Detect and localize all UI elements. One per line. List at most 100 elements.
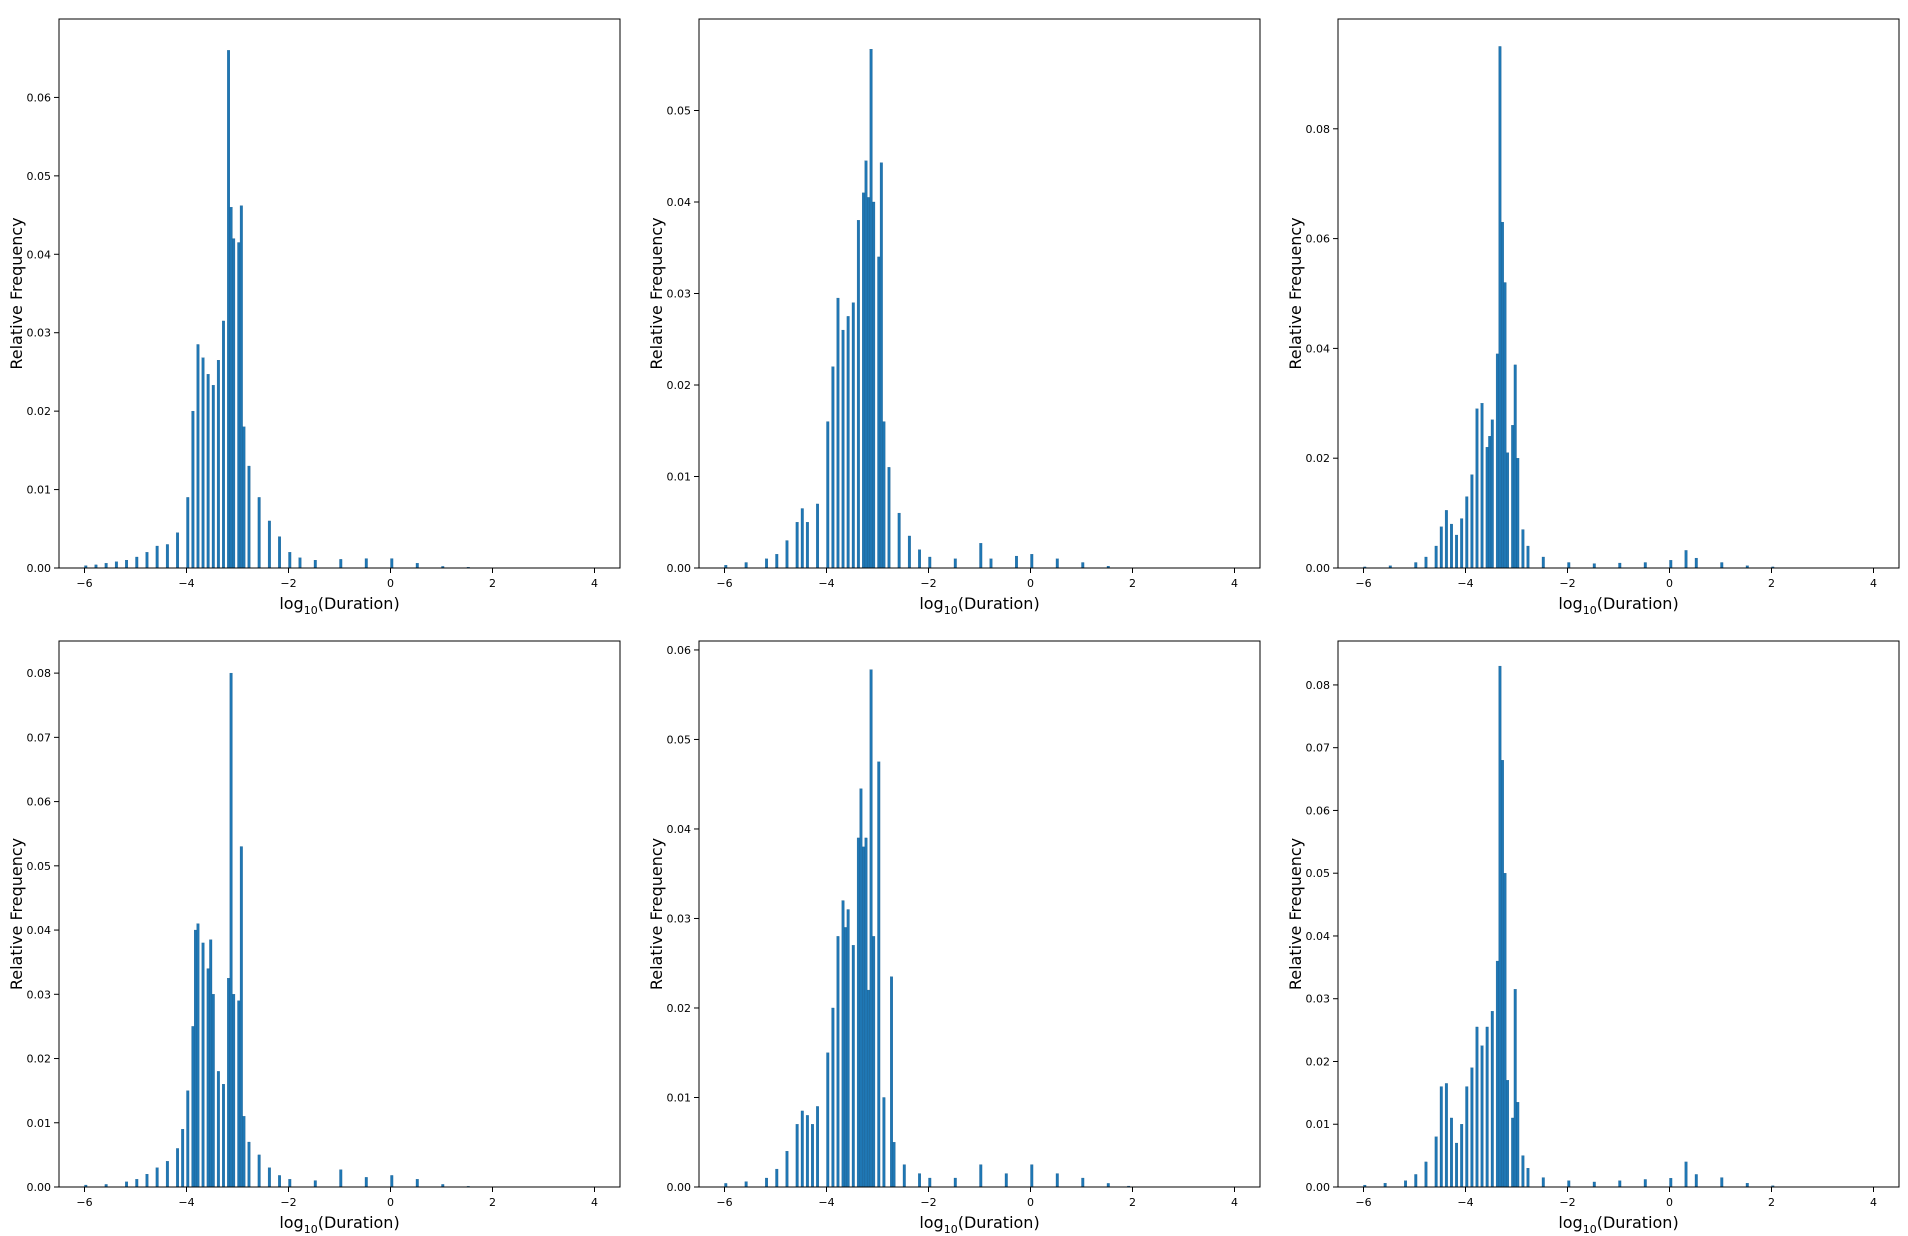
histogram-bar [1055,1173,1059,1188]
histogram-bar [1745,1183,1749,1188]
histogram-bar [1541,556,1545,569]
y-tick-label: 0.05 [667,105,692,118]
histogram-bar [267,520,271,569]
histogram-bar [364,1177,368,1188]
histogram-bar [1450,1117,1453,1188]
chart-panel-top-left: −6 −4 −2 0 2 4 0.00 0.01 0.02 0.03 0.04 0.05 0.06 log… [7,18,621,617]
histogram-bar [206,374,210,569]
histogram-bar [201,942,205,1188]
y-tick-label: 0.04 [1306,930,1331,943]
histogram-bar [232,238,236,569]
histogram-bar [882,1097,886,1188]
histogram-bar [1106,1183,1110,1188]
y-tick-label: 0.00 [27,1181,52,1194]
histogram-bar [1521,1155,1525,1188]
x-axis-label: log10(Duration) [279,594,399,617]
histogram-bar [288,1179,292,1188]
x-axis-label: log10(Duration) [1558,1213,1678,1236]
histogram-bar [989,558,993,569]
histogram-bar [775,1168,779,1188]
x-tick-label: 0 [387,577,394,590]
histogram-bar [800,1110,804,1188]
histogram-bar [191,1026,195,1188]
histogram-bar [186,1090,190,1188]
x-tick-label: −6 [1355,577,1371,590]
histogram-bar [1684,550,1688,569]
histogram-bar [1669,1178,1673,1188]
histogram-bar [1444,1083,1448,1188]
histogram-bar [1503,282,1507,569]
histogram-bar [313,560,317,569]
histogram-bar [239,205,243,569]
histogram-bar [176,532,180,569]
histogram-bar [953,558,957,569]
histogram-bar [1485,1026,1489,1188]
histogram-bar [145,1174,149,1188]
histogram-bar [775,554,779,569]
y-tick-label: 0.01 [1306,1118,1331,1131]
histogram-bar [186,497,190,569]
histogram-bar [298,557,302,569]
histogram-bar [826,1052,830,1188]
x-tick-label: 4 [1231,1196,1238,1209]
histogram-bar [872,201,876,569]
y-axis-label: Relative Frequency [647,217,666,369]
histogram-bar [191,410,195,569]
histogram-bar [882,421,886,569]
histogram-bar [1526,545,1530,569]
chart-panel-top-right: −6 −4 −2 0 2 4 0.00 0.02 0.04 0.06 0.08 log10(Durat… [1286,18,1900,617]
histogram-bar [841,329,845,569]
histogram-bar [193,929,197,1188]
x-tick-label: 4 [1870,1196,1877,1209]
histogram-bar [1567,1180,1571,1188]
y-axis-label: Relative Frequency [1286,217,1305,369]
histogram-bar [1460,1124,1464,1188]
histogram-bar [1424,556,1428,569]
y-tick-label: 0.05 [27,860,52,873]
histogram-bar [364,558,368,569]
histogram-bar [1498,665,1502,1188]
histogram-bar [1455,1142,1459,1188]
histogram-bar [1516,1102,1520,1188]
y-tick-label: 0.05 [667,733,692,746]
histogram-bar [1490,419,1494,569]
histogram-bar [1526,1168,1530,1188]
histogram-bar [918,1173,921,1188]
histogram-bar [1501,221,1504,569]
histogram-bar [856,220,860,569]
histogram-bar [1511,1117,1515,1188]
histogram-bar [288,552,292,569]
histogram-bar [851,945,855,1188]
y-axis-label: Relative Frequency [7,217,26,369]
x-tick-label: 0 [1027,1196,1034,1209]
histogram-bar [1684,1161,1688,1188]
histogram-bar [211,994,215,1188]
histogram-bar [1720,562,1724,569]
chart-panel-bottom-middle: −6 −4 −2 0 2 4 0.00 0.01 0.02 0.03 0.04 0.05 0.06 log… [647,640,1261,1236]
histogram-bar [1503,873,1507,1188]
histogram-bar [209,939,213,1188]
histogram-bar [869,49,873,569]
histogram-bar [816,1106,819,1188]
histogram-bar [1513,364,1517,569]
histogram-bar [897,512,901,569]
histogram-bar [1511,425,1515,569]
histogram-bar [247,1141,251,1188]
histogram-bar [222,1084,225,1188]
histogram-bar [278,536,281,569]
plot-frame [58,640,621,1188]
histogram-bar [1506,1080,1510,1188]
x-tick-label: −2 [280,577,296,590]
histogram-bar [765,1177,768,1188]
histogram-bar [232,994,236,1188]
histogram-bar [390,558,394,569]
histogram-bar [785,540,789,569]
histogram-bar [979,1164,983,1188]
histogram-bar [1414,1174,1418,1188]
histogram-bar [864,837,868,1188]
histogram-bar [165,1161,169,1188]
histogram-bar [125,1181,129,1188]
x-tick-label: 0 [387,1196,394,1209]
histogram-bar [765,558,768,569]
histogram-bar [1506,452,1510,569]
